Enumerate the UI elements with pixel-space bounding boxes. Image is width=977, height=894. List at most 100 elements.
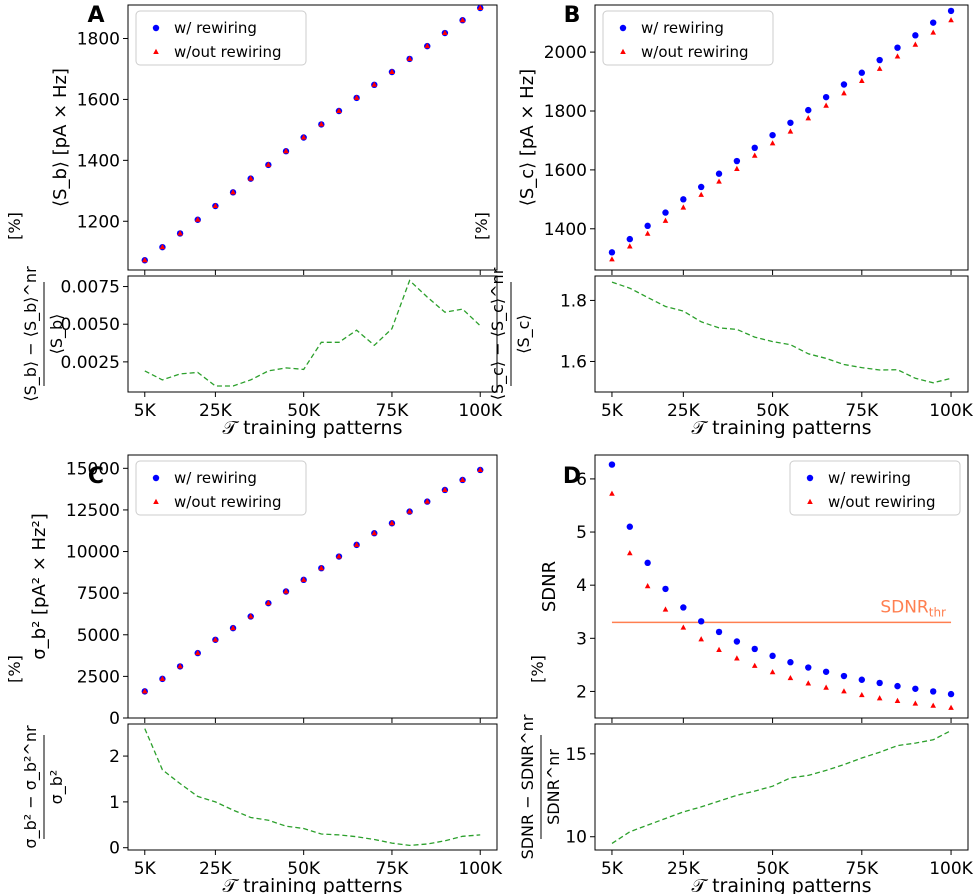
data-point-triangle [769, 669, 776, 675]
y-axis-label: SDNR [539, 561, 560, 612]
data-point-triangle [194, 216, 201, 222]
panel-letter: B [564, 3, 581, 28]
x-tick-label: 5K [134, 401, 157, 421]
y-axis-label: σ_b² [pA² × Hz²] [29, 513, 50, 660]
data-point-triangle [141, 257, 148, 263]
x-tick-label: 5K [134, 859, 157, 879]
data-point-triangle [805, 680, 812, 686]
data-point-circle [929, 19, 937, 26]
y-tick-label: 0 [109, 709, 120, 729]
y-tick-label: 5 [576, 523, 587, 543]
x-tick-label: 50K [756, 401, 790, 421]
data-point-triangle [459, 17, 466, 23]
y-tick-label: 10000 [66, 543, 120, 563]
data-point-circle [662, 585, 669, 593]
data-point-triangle [283, 588, 289, 594]
data-point-triangle [680, 624, 687, 630]
data-point-triangle [912, 700, 919, 706]
x-tick-label: 75K [376, 859, 410, 879]
y-tick-label: 0 [109, 839, 120, 859]
data-point-circle [894, 44, 901, 51]
data-point-triangle [698, 636, 704, 642]
data-point-triangle [627, 243, 633, 249]
y-tick-label: 0.0075 [61, 278, 120, 298]
data-point-triangle [336, 107, 342, 113]
y-tick-label: 1.6 [560, 352, 587, 372]
data-point-circle [822, 668, 830, 675]
data-point-triangle [389, 520, 395, 526]
x-tick-label: 75K [376, 401, 410, 421]
data-point-triangle [859, 77, 865, 83]
x-tick-label: 5K [601, 401, 624, 421]
legend-label: w/out rewiring [174, 493, 282, 511]
data-point-triangle [751, 662, 758, 668]
legend-label: w/ rewiring [641, 19, 724, 37]
data-point-triangle [406, 55, 413, 61]
x-tick-label: 100K [458, 401, 502, 421]
x-tick-label: 25K [667, 401, 701, 421]
axes-frame [127, 275, 498, 393]
data-point-triangle [912, 41, 919, 47]
data-point-triangle [609, 490, 615, 496]
data-point-circle [858, 69, 866, 76]
y-tick-label: 7500 [77, 584, 120, 604]
legend-marker-circle [806, 474, 814, 482]
y-tick-label: 1400 [77, 151, 120, 171]
panel-a-bottom: 5K 25K 50K 75K 100K 𝒯 training patterns 0.0025… [5, 212, 503, 439]
data-point-triangle [876, 65, 883, 71]
data-point-triangle [177, 230, 183, 236]
panel-c-bottom: 5K 25K 50K 75K 100K 𝒯 training patterns 0 1 2 σ_b… [5, 655, 503, 894]
x-tick-label: 25K [667, 859, 701, 879]
x-axis-label: 𝒯 training patterns [223, 417, 403, 439]
data-point-circle [947, 7, 955, 15]
panel-c-top: C 0 2500 5000 7500 10000 12500 15000 σ_b² [pA² ×… [29, 454, 498, 729]
axes-frame [127, 454, 498, 719]
data-point-triangle [716, 646, 722, 652]
x-tick-label: 100K [458, 859, 502, 879]
data-point-triangle [787, 674, 794, 681]
legend: w/ rewiring w/out rewiring [602, 10, 774, 66]
data-point-triangle [212, 636, 219, 642]
data-point-circle [805, 106, 812, 114]
data-point-circle [769, 131, 776, 139]
y-axis-fraction-label: SDNR − SDNR^nr SDNR^nr [%] [518, 655, 563, 859]
data-point-triangle [424, 42, 431, 49]
data-point-circle [751, 645, 758, 653]
x-axis-label: 𝒯 training patterns [692, 417, 872, 439]
y-tick-label: 1200 [77, 212, 120, 232]
legend-label: w/out rewiring [828, 493, 936, 511]
data-point-triangle [265, 599, 272, 606]
data-point-circle [697, 183, 705, 191]
x-tick-label: 50K [756, 859, 790, 879]
y-tick-label: 2000 [544, 43, 587, 63]
data-point-circle [840, 672, 848, 680]
legend-label: w/ rewiring [174, 469, 257, 487]
data-point-triangle [823, 102, 829, 108]
y-label-numerator: σ_b² − σ_b²^nr [21, 725, 41, 849]
data-point-circle [608, 249, 616, 256]
data-point-triangle [442, 29, 448, 36]
legend-label: w/out rewiring [641, 43, 749, 61]
y-tick-label: 2 [109, 747, 120, 767]
data-point-triangle [336, 553, 342, 559]
data-point-triangle [698, 191, 704, 197]
panel-letter: C [88, 464, 104, 489]
x-tick-label: 25K [199, 859, 233, 879]
data-point-triangle [230, 189, 236, 195]
data-point-triangle [859, 691, 865, 698]
data-point-triangle [177, 663, 183, 669]
x-tick-label: 75K [845, 859, 879, 879]
legend: w/ rewiring w/out rewiring [789, 460, 961, 516]
series-line [611, 730, 952, 844]
y-tick-label: 15000 [66, 459, 120, 479]
data-point-circle [912, 685, 919, 692]
data-point-triangle [930, 29, 936, 35]
legend-box [135, 10, 307, 66]
data-point-triangle [442, 486, 448, 492]
x-axis-label: 𝒯 training patterns [223, 875, 403, 894]
y-tick-label: 1800 [544, 102, 587, 122]
legend-box [135, 460, 307, 516]
data-point-circle [787, 119, 794, 126]
data-point-triangle [876, 695, 883, 701]
